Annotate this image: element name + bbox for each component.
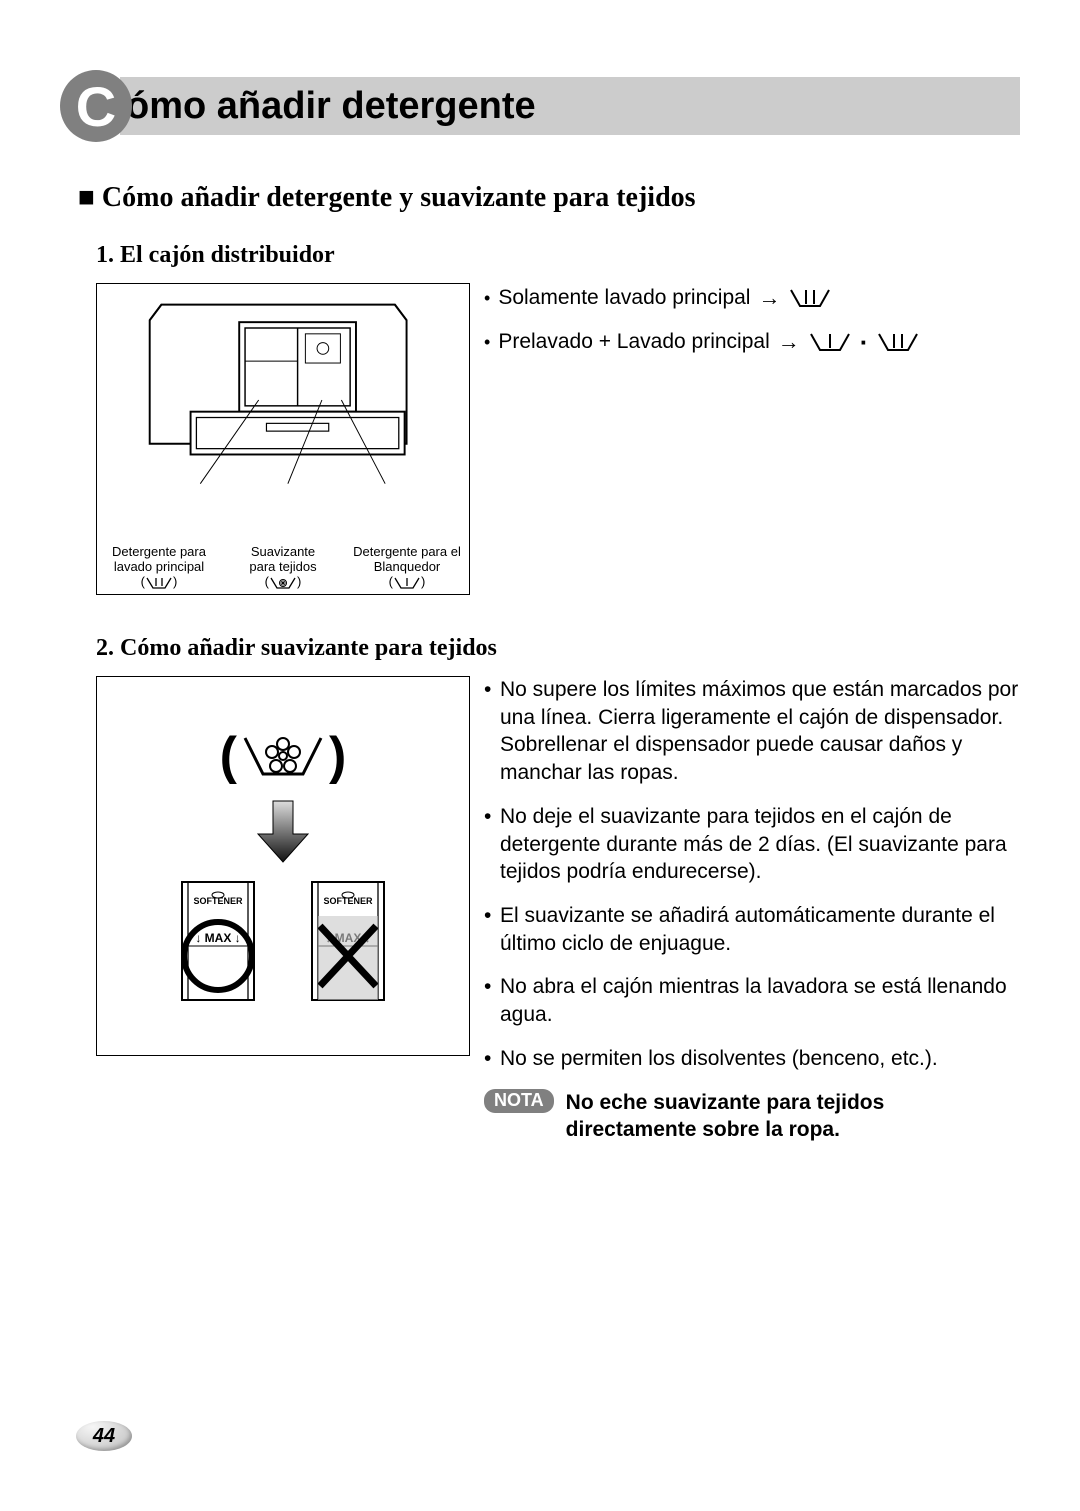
nota-badge: NOTA bbox=[484, 1089, 554, 1113]
wrong-fill-icon: SOFTENER ↓ MAX ↓ bbox=[298, 876, 398, 1006]
prewash-icon bbox=[808, 331, 852, 353]
main-wash-icon bbox=[788, 287, 832, 309]
page-title-bar: C ómo añadir detergente bbox=[60, 70, 1020, 142]
label-main-detergent: Detergente para lavado principal () bbox=[97, 545, 221, 590]
softener-cup-icon bbox=[239, 732, 327, 780]
correct-fill-icon: SOFTENER ↓ MAX ↓ bbox=[168, 876, 268, 1006]
title-text: ómo añadir detergente bbox=[120, 77, 1020, 135]
softener-diagram: ( ) bbox=[96, 676, 470, 1056]
bullet-3: El suavizante se añadirá automáticamente… bbox=[484, 902, 1020, 957]
title-drop-cap: C bbox=[60, 70, 132, 142]
bullet-1: No supere los límites máximos que están … bbox=[484, 676, 1020, 787]
main-wash-icon-2 bbox=[876, 331, 920, 353]
section-header: ■ Cómo añadir detergente y suavizante pa… bbox=[78, 182, 1020, 214]
label-softener: Suavizante para tejidos () bbox=[221, 545, 345, 590]
subsection-2-heading: 2. Cómo añadir suavizante para tejidos bbox=[96, 635, 1020, 662]
label-prewash-bleach: Detergente para el Blanquedor () bbox=[345, 545, 469, 590]
svg-text:↓ MAX ↓: ↓ MAX ↓ bbox=[195, 931, 240, 945]
bullet-2: No deje el suavizante para tejidos en el… bbox=[484, 803, 1020, 886]
page-number: 44 bbox=[76, 1421, 132, 1451]
down-arrow-icon bbox=[253, 796, 313, 866]
sub1-right-text: • Solamente lavado principal → • Prelava… bbox=[484, 283, 1020, 595]
drawer-illustration bbox=[103, 290, 463, 510]
softener-instructions: No supere los límites máximos que están … bbox=[484, 676, 1020, 1143]
bullet-4: No abra el cajón mientras la lavadora se… bbox=[484, 973, 1020, 1028]
dispenser-drawer-diagram: Detergente para lavado principal () Suav… bbox=[96, 283, 470, 595]
nota-text: No eche suavizante para tejidos directam… bbox=[566, 1089, 1020, 1144]
bullet-5: No se permiten los disolventes (benceno,… bbox=[484, 1045, 1020, 1073]
subsection-1-heading: 1. El cajón distribuidor bbox=[96, 242, 1020, 269]
